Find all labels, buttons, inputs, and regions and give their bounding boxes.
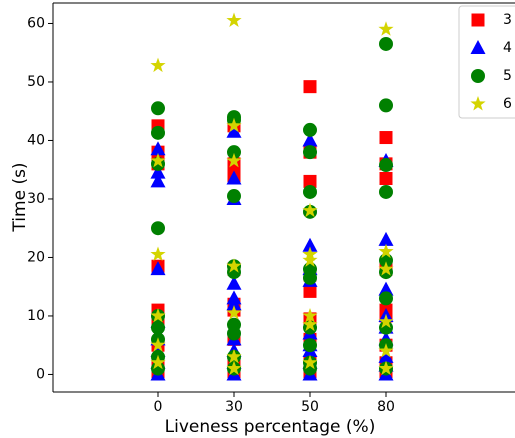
point	[150, 173, 166, 188]
y-tick-label: 50	[27, 74, 45, 90]
y-tick-label: 0	[36, 366, 45, 382]
point	[303, 284, 317, 298]
point	[379, 158, 393, 173]
point	[378, 243, 394, 259]
y-tick-label: 40	[27, 132, 45, 148]
point	[226, 360, 242, 376]
point	[471, 13, 485, 27]
point	[379, 184, 393, 199]
point	[226, 170, 242, 185]
legend-label: 5	[503, 68, 512, 84]
point	[302, 252, 318, 267]
point	[303, 184, 317, 199]
point	[379, 36, 393, 51]
point	[378, 281, 394, 296]
point	[150, 354, 166, 370]
point	[470, 40, 486, 54]
point	[378, 21, 394, 36]
x-tick-label: 30	[225, 399, 243, 415]
point	[378, 360, 394, 376]
point	[470, 96, 486, 111]
point	[226, 12, 242, 27]
point	[379, 291, 393, 306]
point	[378, 313, 394, 329]
point	[379, 98, 393, 113]
point	[151, 361, 165, 376]
point	[226, 305, 242, 320]
point	[227, 265, 241, 280]
point	[151, 320, 165, 335]
legend-label: 4	[503, 40, 512, 56]
point	[303, 122, 317, 137]
point	[379, 320, 393, 335]
point	[379, 171, 393, 185]
point	[378, 261, 394, 276]
point	[226, 117, 242, 133]
point	[150, 164, 166, 179]
point	[151, 101, 165, 116]
point	[150, 308, 166, 323]
point	[226, 296, 242, 311]
x-tick-label: 50	[301, 399, 319, 415]
legend-label: 3	[503, 12, 512, 28]
y-tick-label: 60	[27, 15, 45, 31]
point	[302, 316, 318, 332]
point	[303, 270, 317, 285]
point	[378, 343, 394, 358]
point	[379, 131, 393, 145]
point	[302, 354, 318, 370]
point	[227, 189, 241, 204]
point	[226, 123, 242, 138]
x-axis-label: Liveness percentage (%)	[165, 417, 376, 437]
point	[471, 69, 485, 83]
point	[303, 145, 317, 160]
point	[303, 361, 317, 376]
y-axis-label: Time (s)	[10, 162, 30, 232]
point	[150, 261, 166, 276]
point	[226, 348, 242, 364]
y-tick-label: 10	[27, 308, 45, 324]
y-tick-label: 30	[27, 191, 45, 207]
point	[227, 326, 241, 341]
point	[150, 246, 166, 261]
point	[226, 152, 242, 168]
point	[302, 202, 318, 218]
point	[227, 145, 241, 160]
point	[302, 308, 318, 323]
point	[226, 275, 242, 290]
point	[151, 125, 165, 140]
point	[378, 231, 394, 246]
legend-label: 6	[503, 96, 512, 112]
x-tick-label: 0	[154, 399, 163, 415]
point	[302, 237, 318, 252]
point	[378, 348, 394, 363]
x-tick-label: 80	[377, 399, 395, 415]
point	[303, 174, 317, 188]
point	[151, 221, 165, 236]
legend-box	[458, 5, 515, 119]
point	[302, 132, 318, 147]
point	[150, 57, 166, 73]
point	[150, 141, 166, 156]
point	[226, 258, 242, 273]
point	[150, 337, 166, 352]
point	[303, 338, 317, 353]
point	[303, 80, 317, 94]
y-tick-label: 20	[27, 249, 45, 265]
point	[150, 152, 166, 168]
